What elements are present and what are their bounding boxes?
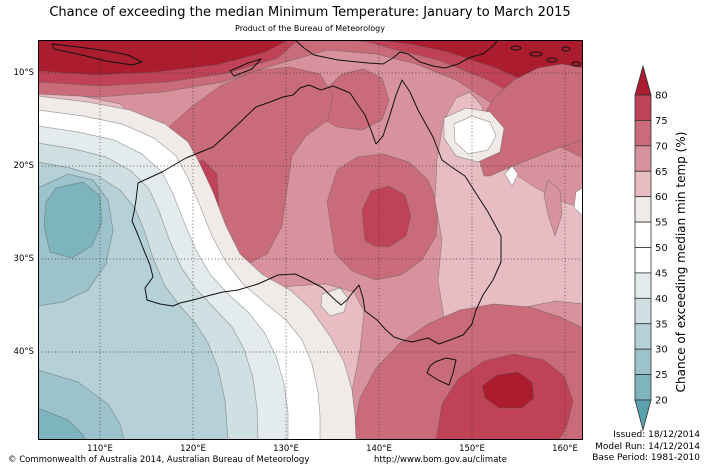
colorbar-tick-label: 70 [655,141,668,152]
colorbar-segment [635,95,651,120]
lon-tick-label: 140°E [357,444,401,454]
colorbar-tick-label: 20 [655,396,668,407]
colorbar-segment [635,197,651,222]
lat-tick-label: 40°S [4,347,34,357]
page-title: Chance of exceeding the median Minimum T… [0,5,620,20]
colorbar-tick-label: 80 [655,91,668,102]
colorbar-tick-label: 45 [655,268,668,279]
colorbar-segment [635,324,651,349]
page-subtitle: Product of the Bureau of Meteorology [0,24,620,33]
footer-url: http://www.bom.gov.au/climate [374,455,507,465]
colorbar-segment [635,222,651,247]
footer-issued: Issued: 18/12/2014 [592,430,700,442]
lat-tick-label: 10°S [4,68,34,78]
colorbar-segment [635,273,651,298]
colorbar-tick-label: 60 [655,192,668,203]
colorbar-tick-label: 75 [655,116,668,127]
lat-tick-label: 20°S [4,161,34,171]
colorbar-over-arrow [635,66,651,95]
lon-tick-label: 160°E [543,444,587,454]
colorbar-tick-label: 40 [655,294,668,305]
colorbar-segment [635,375,651,400]
colorbar-tick-label: 65 [655,167,668,178]
map-canvas [38,40,583,440]
contour-map [38,40,583,440]
colorbar-segment [635,120,651,145]
footer-copyright: © Commonwealth of Australia 2014, Austra… [8,455,309,465]
colorbar-segment [635,171,651,196]
colorbar-segment [635,146,651,171]
colorbar-tick-label: 35 [655,319,668,330]
colorbar-under-arrow [635,400,651,430]
figure: Chance of exceeding the median Minimum T… [0,0,708,474]
lat-tick-label: 30°S [4,254,34,264]
lon-tick-label: 150°E [450,444,494,454]
footer-base-period: Base Period: 1981-2010 [592,453,700,465]
colorbar-tick-label: 30 [655,345,668,356]
colorbar-segment [635,248,651,273]
colorbar-label: Chance of exceeding median min temp (%) [674,132,688,393]
lon-tick-label: 130°E [264,444,308,454]
colorbar-tick-label: 25 [655,370,668,381]
lon-tick-label: 120°E [171,444,215,454]
colorbar-segment [635,298,651,323]
footer-model-run: Model Run: 14/12/2014 [592,442,700,454]
colorbar-tick-label: 50 [655,243,668,254]
issue-block: Issued: 18/12/2014 Model Run: 14/12/2014… [592,430,700,465]
colorbar-tick-label: 55 [655,218,668,229]
lon-tick-label: 110°E [78,444,122,454]
colorbar-segment [635,349,651,374]
